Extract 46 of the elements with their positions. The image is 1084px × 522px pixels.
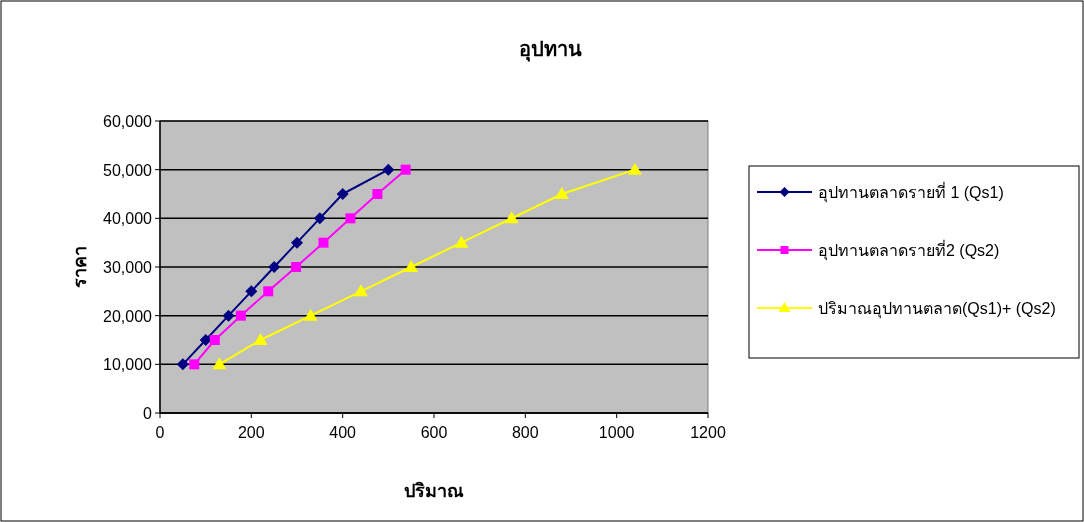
point [372,189,383,199]
x-tick-label: 800 [511,424,539,441]
point [554,187,569,199]
x-tick-label: 200 [237,424,265,441]
x-tick-label: 1200 [690,424,726,441]
point [454,235,469,248]
point [235,310,246,321]
point [400,164,411,175]
y-axis-title: ราคา [70,246,90,288]
point [627,162,642,175]
x-tick-label: 400 [329,424,357,441]
x-tick-label: 600 [420,424,448,441]
x-tick-label: 0 [155,424,165,441]
point [345,213,356,224]
y-tick-label: 60,000 [103,113,153,130]
y-tick-label: 0 [143,405,153,422]
point [245,285,258,298]
point [313,212,326,225]
y-tick-label: 30,000 [103,259,153,276]
point [268,261,281,273]
point [353,284,368,297]
point [504,211,519,224]
point [176,358,189,371]
point [291,236,303,249]
point [382,163,395,176]
y-tick-label: 50,000 [103,161,153,179]
point [291,262,302,272]
y-tick-label: 20,000 [103,307,153,325]
legend-label: อุปทานตลาดรายที่ 1 (Qs1) [818,181,1004,203]
point [253,333,268,345]
chart-title: อุปทาน [518,38,582,62]
point [303,308,318,321]
point [212,357,227,370]
point [222,309,235,322]
point [263,286,274,297]
y-tick-label: 40,000 [103,210,153,228]
legend-label: ปริมาณอุปทานตลาด(Qs1)+ (Qs2) [818,300,1056,319]
x-tick-label: 1000 [598,424,635,441]
y-tick-label: 10,000 [103,356,153,374]
x-axis-title: ปริมาณ [404,481,464,501]
point [189,359,200,370]
point [336,188,349,200]
legend-label: อุปทานตลาดรายที่2 (Qs2) [818,239,1000,261]
point [404,260,419,272]
point [209,335,220,345]
point [318,237,329,248]
